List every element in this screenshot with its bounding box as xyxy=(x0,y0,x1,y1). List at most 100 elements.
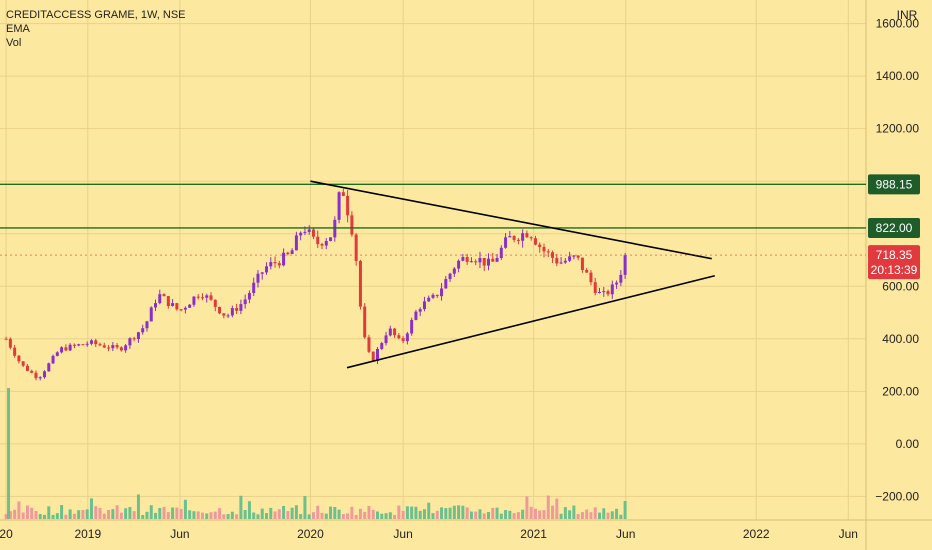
volume-bar xyxy=(491,507,495,519)
candle xyxy=(311,229,315,237)
volume-bar xyxy=(230,511,234,519)
candle xyxy=(563,260,567,263)
time-tick-label: 20 xyxy=(0,527,13,541)
candle xyxy=(222,313,226,316)
candle xyxy=(230,308,234,316)
candle xyxy=(363,306,367,338)
volume-bar xyxy=(329,506,333,519)
volume-bar xyxy=(333,506,337,519)
candle xyxy=(431,294,435,298)
candle xyxy=(77,344,81,346)
candle xyxy=(34,372,38,379)
volume-bar xyxy=(593,507,597,519)
volume-bar xyxy=(115,505,119,519)
volume-bar xyxy=(60,505,64,519)
candle xyxy=(452,268,456,274)
volume-bar xyxy=(380,513,384,519)
volume-bar xyxy=(30,507,34,519)
volume-bar xyxy=(367,505,371,519)
candle xyxy=(346,195,350,216)
candle xyxy=(72,344,76,346)
candle xyxy=(542,247,546,252)
volume-bar xyxy=(154,512,158,519)
candle xyxy=(294,235,298,251)
volume-bar xyxy=(166,512,170,519)
candle xyxy=(533,238,537,245)
volume-bar xyxy=(141,514,145,519)
price-tick-label: 1600.00 xyxy=(876,17,920,31)
volume-bar xyxy=(179,509,183,519)
last-price-value: 718.35 xyxy=(876,248,913,262)
candle xyxy=(576,255,580,258)
volume-bar xyxy=(192,511,196,519)
candle xyxy=(551,252,555,258)
volume-bar xyxy=(119,512,123,519)
candle xyxy=(559,262,563,264)
volume-bar xyxy=(209,512,213,519)
candle xyxy=(218,306,222,314)
candle xyxy=(154,303,158,308)
last-price-badge-bg xyxy=(868,245,920,280)
volume-bar xyxy=(546,495,550,519)
volume-indicator-label[interactable]: Vol xyxy=(6,37,22,49)
symbol-title[interactable]: CREDITACCESS GRAME, 1W, NSE xyxy=(6,9,186,21)
volume-bar xyxy=(269,507,273,519)
candle xyxy=(200,297,204,299)
candle xyxy=(504,237,508,248)
volume-bar xyxy=(222,514,226,519)
candle xyxy=(21,361,25,366)
candle xyxy=(555,257,559,264)
volume-bar xyxy=(525,496,529,519)
volume-bar xyxy=(252,512,256,519)
candle xyxy=(405,333,409,342)
candle xyxy=(60,347,64,353)
candle xyxy=(98,344,102,346)
volume-bar xyxy=(388,512,392,519)
volume-bar xyxy=(205,513,209,519)
volume-bar xyxy=(371,509,375,519)
volume-bar xyxy=(85,509,89,519)
candle xyxy=(286,252,290,255)
candle xyxy=(619,274,623,283)
candle xyxy=(235,308,239,311)
candle xyxy=(602,291,606,293)
volume-bar xyxy=(568,510,572,519)
candle xyxy=(239,304,243,311)
candle xyxy=(324,240,328,246)
candle xyxy=(179,309,183,311)
candle xyxy=(256,273,260,283)
volume-bar xyxy=(363,511,367,519)
volume-bar xyxy=(183,499,187,519)
candle xyxy=(427,297,431,302)
candle xyxy=(269,262,273,267)
price-tick-label: 200.00 xyxy=(882,384,919,398)
volume-bar xyxy=(580,512,584,519)
candle xyxy=(512,236,516,240)
candle xyxy=(94,340,98,345)
candle xyxy=(354,234,358,261)
resistance-badge-upper: 988.15 xyxy=(876,177,913,191)
volume-bar xyxy=(457,505,461,519)
volume-bar xyxy=(200,512,204,519)
ema-indicator-label[interactable]: EMA xyxy=(6,23,30,35)
candle xyxy=(162,294,166,297)
volume-bar xyxy=(43,514,47,519)
time-tick-label: Jun xyxy=(616,527,635,541)
time-tick-label: Jun xyxy=(170,527,189,541)
candle xyxy=(521,233,525,241)
volume-bar xyxy=(444,508,448,519)
candle xyxy=(440,288,444,297)
volume-bar xyxy=(64,514,68,519)
volume-bar xyxy=(452,505,456,519)
candle xyxy=(589,272,593,283)
volume-bar xyxy=(585,509,589,519)
volume-bar xyxy=(615,508,619,519)
candle xyxy=(465,257,469,262)
candle xyxy=(192,296,196,305)
volume-bar xyxy=(474,511,478,519)
candle xyxy=(593,282,597,294)
candle xyxy=(358,260,362,307)
candle xyxy=(213,299,217,307)
